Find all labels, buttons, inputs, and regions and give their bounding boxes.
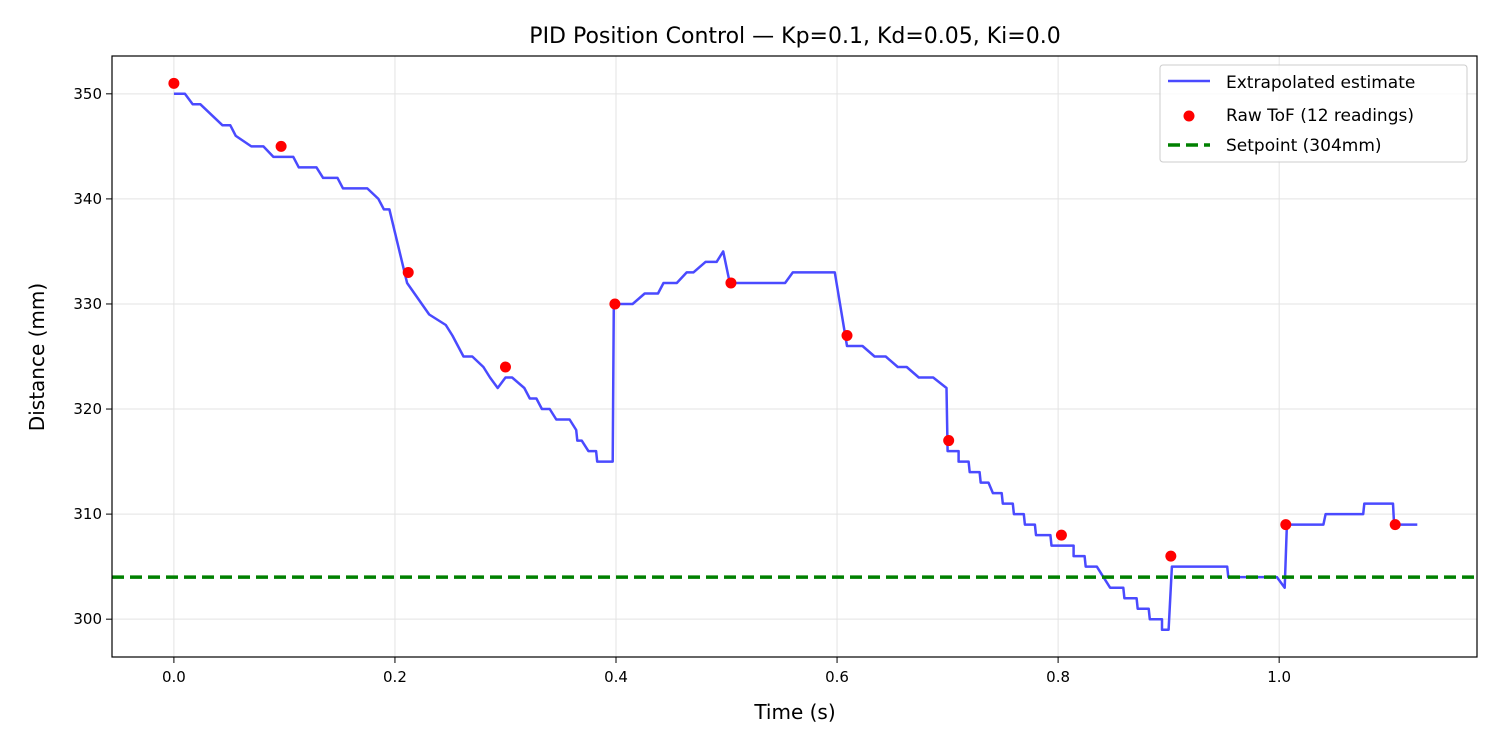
raw-tof-point xyxy=(1165,550,1177,562)
y-tick-label: 310 xyxy=(73,505,102,523)
x-tick-label: 1.0 xyxy=(1267,668,1291,686)
raw-tof-point xyxy=(275,140,287,152)
legend-label-raw: Raw ToF (12 readings) xyxy=(1226,106,1414,126)
y-tick-label: 320 xyxy=(73,400,102,418)
raw-tof-point xyxy=(943,435,955,447)
raw-tof-point xyxy=(609,298,621,310)
legend: Extrapolated estimate Raw ToF (12 readin… xyxy=(1159,64,1468,163)
y-tick-label: 330 xyxy=(73,295,102,313)
x-tick-label: 0.0 xyxy=(162,668,186,686)
legend-label-setpoint: Setpoint (304mm) xyxy=(1226,136,1382,156)
x-axis-label: Time (s) xyxy=(753,700,835,724)
raw-tof-point xyxy=(1055,529,1067,541)
raw-tof-point xyxy=(725,277,737,289)
x-tick-label: 0.6 xyxy=(825,668,849,686)
ticks: 0.0 0.2 0.4 0.6 0.8 1.0 300 310 320 330 340 350 xyxy=(73,85,1291,686)
legend-box xyxy=(1159,64,1468,163)
raw-tof-point xyxy=(499,361,511,373)
raw-tof-point xyxy=(168,77,180,89)
y-tick-label: 340 xyxy=(73,190,102,208)
plot-frame xyxy=(111,55,1478,658)
estimate-line xyxy=(173,92,1418,631)
chart-title: PID Position Control — Kp=0.1, Kd=0.05, … xyxy=(529,24,1060,49)
raw-tof-point xyxy=(1389,519,1401,531)
y-tick-label: 350 xyxy=(73,85,102,103)
legend-label-estimate: Extrapolated estimate xyxy=(1226,73,1415,93)
raw-tof-point xyxy=(841,329,853,341)
y-tick-label: 300 xyxy=(73,610,102,628)
x-tick-label: 0.8 xyxy=(1046,668,1070,686)
y-axis-label: Distance (mm) xyxy=(25,283,49,431)
plot-marks xyxy=(112,77,1477,631)
legend-dot-swatch xyxy=(1183,110,1195,122)
raw-tof-point xyxy=(1280,519,1292,531)
x-tick-label: 0.4 xyxy=(604,668,628,686)
x-tick-label: 0.2 xyxy=(383,668,407,686)
raw-tof-point xyxy=(402,266,414,278)
